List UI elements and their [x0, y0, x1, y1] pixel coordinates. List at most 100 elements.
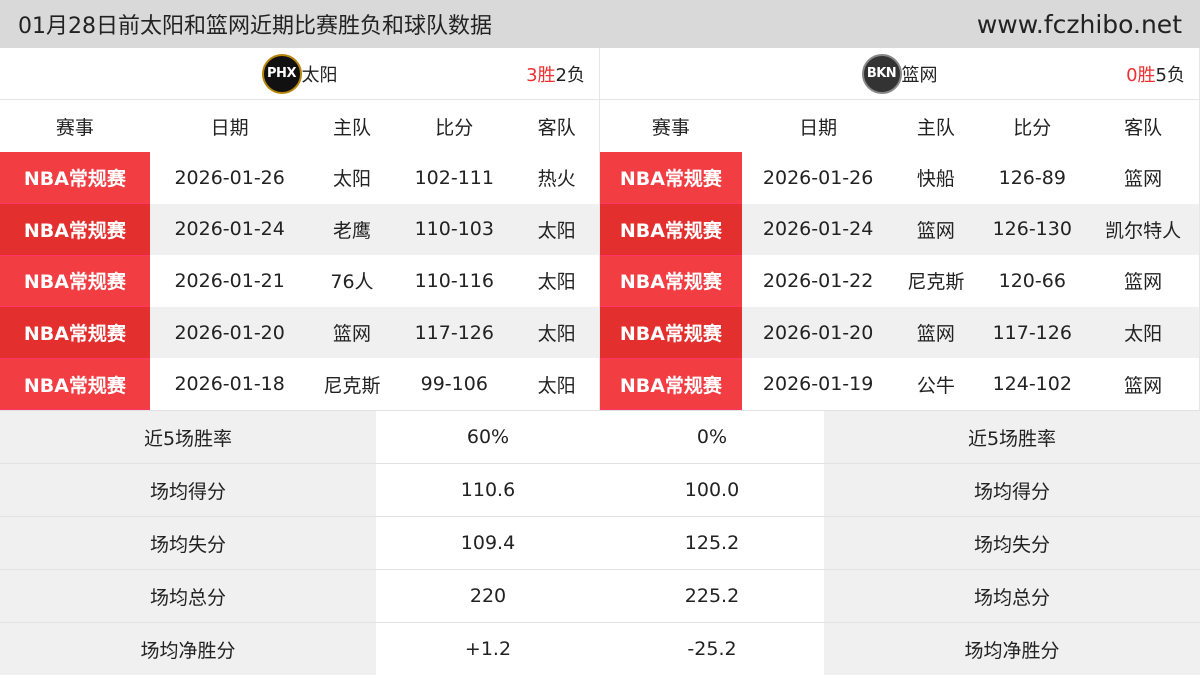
cell: NBA常规赛	[0, 306, 150, 359]
team-record: 3胜2负	[526, 61, 585, 87]
table-row: NBA常规赛 2026-01-24 老鹰 110-103 太阳	[0, 203, 599, 256]
stat-row: 场均总分 220 225.2 场均总分	[0, 569, 1200, 622]
stat-row: 场均净胜分 +1.2 -25.2 场均净胜分	[0, 622, 1200, 675]
cell[interactable]: 太阳	[514, 203, 599, 256]
column-header: 主队	[332, 116, 371, 139]
column-header: 客队	[1124, 116, 1163, 139]
site-url[interactable]: www.fczhibo.net	[976, 9, 1182, 39]
team-record: 0胜5负	[1126, 61, 1185, 87]
team-logo-icon: BKN	[861, 53, 902, 94]
cell: 110-103	[394, 203, 515, 256]
losses: 5负	[1155, 64, 1185, 86]
stat-label: 场均总分	[824, 570, 1200, 622]
cell[interactable]: 尼克斯	[907, 271, 965, 294]
table-header: 赛事 日期 主队 比分 客队	[600, 100, 1199, 152]
cell: 2026-01-21	[174, 269, 285, 292]
cell: NBA常规赛	[0, 358, 150, 411]
cell: 126-89	[998, 166, 1066, 189]
table-row: NBA常规赛 2026-01-22 尼克斯 120-66 篮网	[600, 255, 1199, 308]
cell: 102-111	[414, 166, 494, 189]
stat-row: 场均失分 109.4 125.2 场均失分	[0, 516, 1200, 569]
cell: 2026-01-26	[174, 166, 285, 189]
table-row: NBA常规赛 2026-01-26 太阳 102-111 热火	[0, 152, 599, 205]
cell[interactable]: 太阳	[1087, 306, 1199, 359]
cell[interactable]: 篮网	[1124, 271, 1163, 294]
cell: 2026-01-18	[174, 373, 285, 396]
cell[interactable]: 太阳	[332, 168, 371, 191]
cell[interactable]: 热火	[537, 168, 576, 191]
cell[interactable]: 太阳	[537, 374, 576, 397]
cell[interactable]: 篮网	[894, 306, 978, 359]
stat-label: 近5场胜率	[824, 411, 1200, 463]
table-row: NBA常规赛 2026-01-21 76人 110-116 太阳	[0, 255, 599, 308]
cell[interactable]: 老鹰	[309, 203, 395, 256]
cell: 126-130	[977, 203, 1088, 256]
cell[interactable]: 篮网	[309, 306, 395, 359]
stat-label: 近5场胜率	[0, 411, 376, 463]
cell: NBA常规赛	[600, 255, 742, 308]
table-row: NBA常规赛 2026-01-19 公牛 124-102 篮网	[600, 358, 1199, 411]
stat-right-value: 0%	[600, 411, 824, 463]
team-header: BKN 篮网 0胜5负	[600, 48, 1199, 100]
cell: 120-66	[998, 269, 1066, 292]
stat-right-value: 125.2	[600, 517, 824, 569]
team-header: PHX 太阳 3胜2负	[0, 48, 599, 100]
cell: 117-126	[394, 306, 515, 359]
cell[interactable]: 快船	[916, 168, 955, 191]
column-header: 客队	[537, 116, 576, 139]
cell: NBA常规赛	[600, 152, 742, 205]
cell[interactable]: 76人	[330, 271, 374, 294]
cell: NBA常规赛	[600, 358, 742, 411]
cell: 2026-01-24	[741, 203, 895, 256]
cell: 124-102	[992, 373, 1072, 396]
cell[interactable]: 尼克斯	[323, 374, 381, 397]
stat-left-value: 220	[376, 570, 600, 622]
cell: 99-106	[420, 373, 488, 396]
cell: NBA常规赛	[0, 203, 150, 256]
team-logo-icon: PHX	[261, 53, 302, 94]
column-header: 比分	[1013, 116, 1052, 139]
cell: 2026-01-22	[762, 269, 874, 292]
cell[interactable]: 凯尔特人	[1087, 203, 1199, 256]
table-row: NBA常规赛 2026-01-26 快船 126-89 篮网	[600, 152, 1199, 205]
cell: 2026-01-20	[741, 306, 895, 359]
stat-right-value: 100.0	[600, 464, 824, 516]
cell: 2026-01-24	[149, 203, 310, 256]
column-header: 比分	[435, 116, 474, 139]
stat-left-value: +1.2	[376, 623, 600, 675]
cell[interactable]: 太阳	[537, 271, 576, 294]
stat-label: 场均净胜分	[0, 623, 376, 675]
team-name[interactable]: 太阳	[301, 64, 338, 86]
table-row: NBA常规赛 2026-01-24 篮网 126-130 凯尔特人	[600, 203, 1199, 256]
table-row: NBA常规赛 2026-01-20 篮网 117-126 太阳	[0, 306, 599, 359]
column-header: 主队	[916, 116, 955, 139]
cell[interactable]: 篮网	[1124, 374, 1163, 397]
page-title: 01月28日前太阳和篮网近期比赛胜负和球队数据	[18, 14, 492, 39]
cell[interactable]: 公牛	[916, 374, 955, 397]
cell: 2026-01-19	[762, 373, 874, 396]
cell: 2026-01-26	[762, 166, 874, 189]
cell[interactable]: 篮网	[894, 203, 978, 256]
cell[interactable]: 篮网	[1124, 168, 1163, 191]
stat-right-value: -25.2	[600, 623, 824, 675]
stats-table: 近5场胜率 60% 0% 近5场胜率 场均得分 110.6 100.0 场均得分…	[0, 410, 1200, 675]
cell[interactable]: 太阳	[514, 306, 599, 359]
table-row: NBA常规赛 2026-01-20 篮网 117-126 太阳	[600, 306, 1199, 359]
column-header: 日期	[799, 116, 838, 139]
wins: 3胜	[526, 64, 556, 86]
stat-right-value: 225.2	[600, 570, 824, 622]
stat-left-value: 60%	[376, 411, 600, 463]
cell: NBA常规赛	[600, 306, 742, 359]
stat-row: 近5场胜率 60% 0% 近5场胜率	[0, 410, 1200, 463]
recent-games-table: 赛事 日期 主队 比分 客队 NBA常规赛 2026-01-26 太阳 102-111 热火 NBA…	[0, 100, 599, 411]
stat-row: 场均得分 110.6 100.0 场均得分	[0, 463, 1200, 516]
cell: NBA常规赛	[0, 255, 150, 308]
cell: 117-126	[977, 306, 1088, 359]
stat-left-value: 109.4	[376, 517, 600, 569]
team-name[interactable]: 篮网	[901, 64, 938, 86]
cell: NBA常规赛	[600, 203, 742, 256]
stat-label: 场均总分	[0, 570, 376, 622]
wins: 0胜	[1126, 64, 1156, 86]
cell: 110-116	[414, 269, 494, 292]
title-bar: 01月28日前太阳和篮网近期比赛胜负和球队数据 www.fczhibo.net	[0, 0, 1200, 48]
